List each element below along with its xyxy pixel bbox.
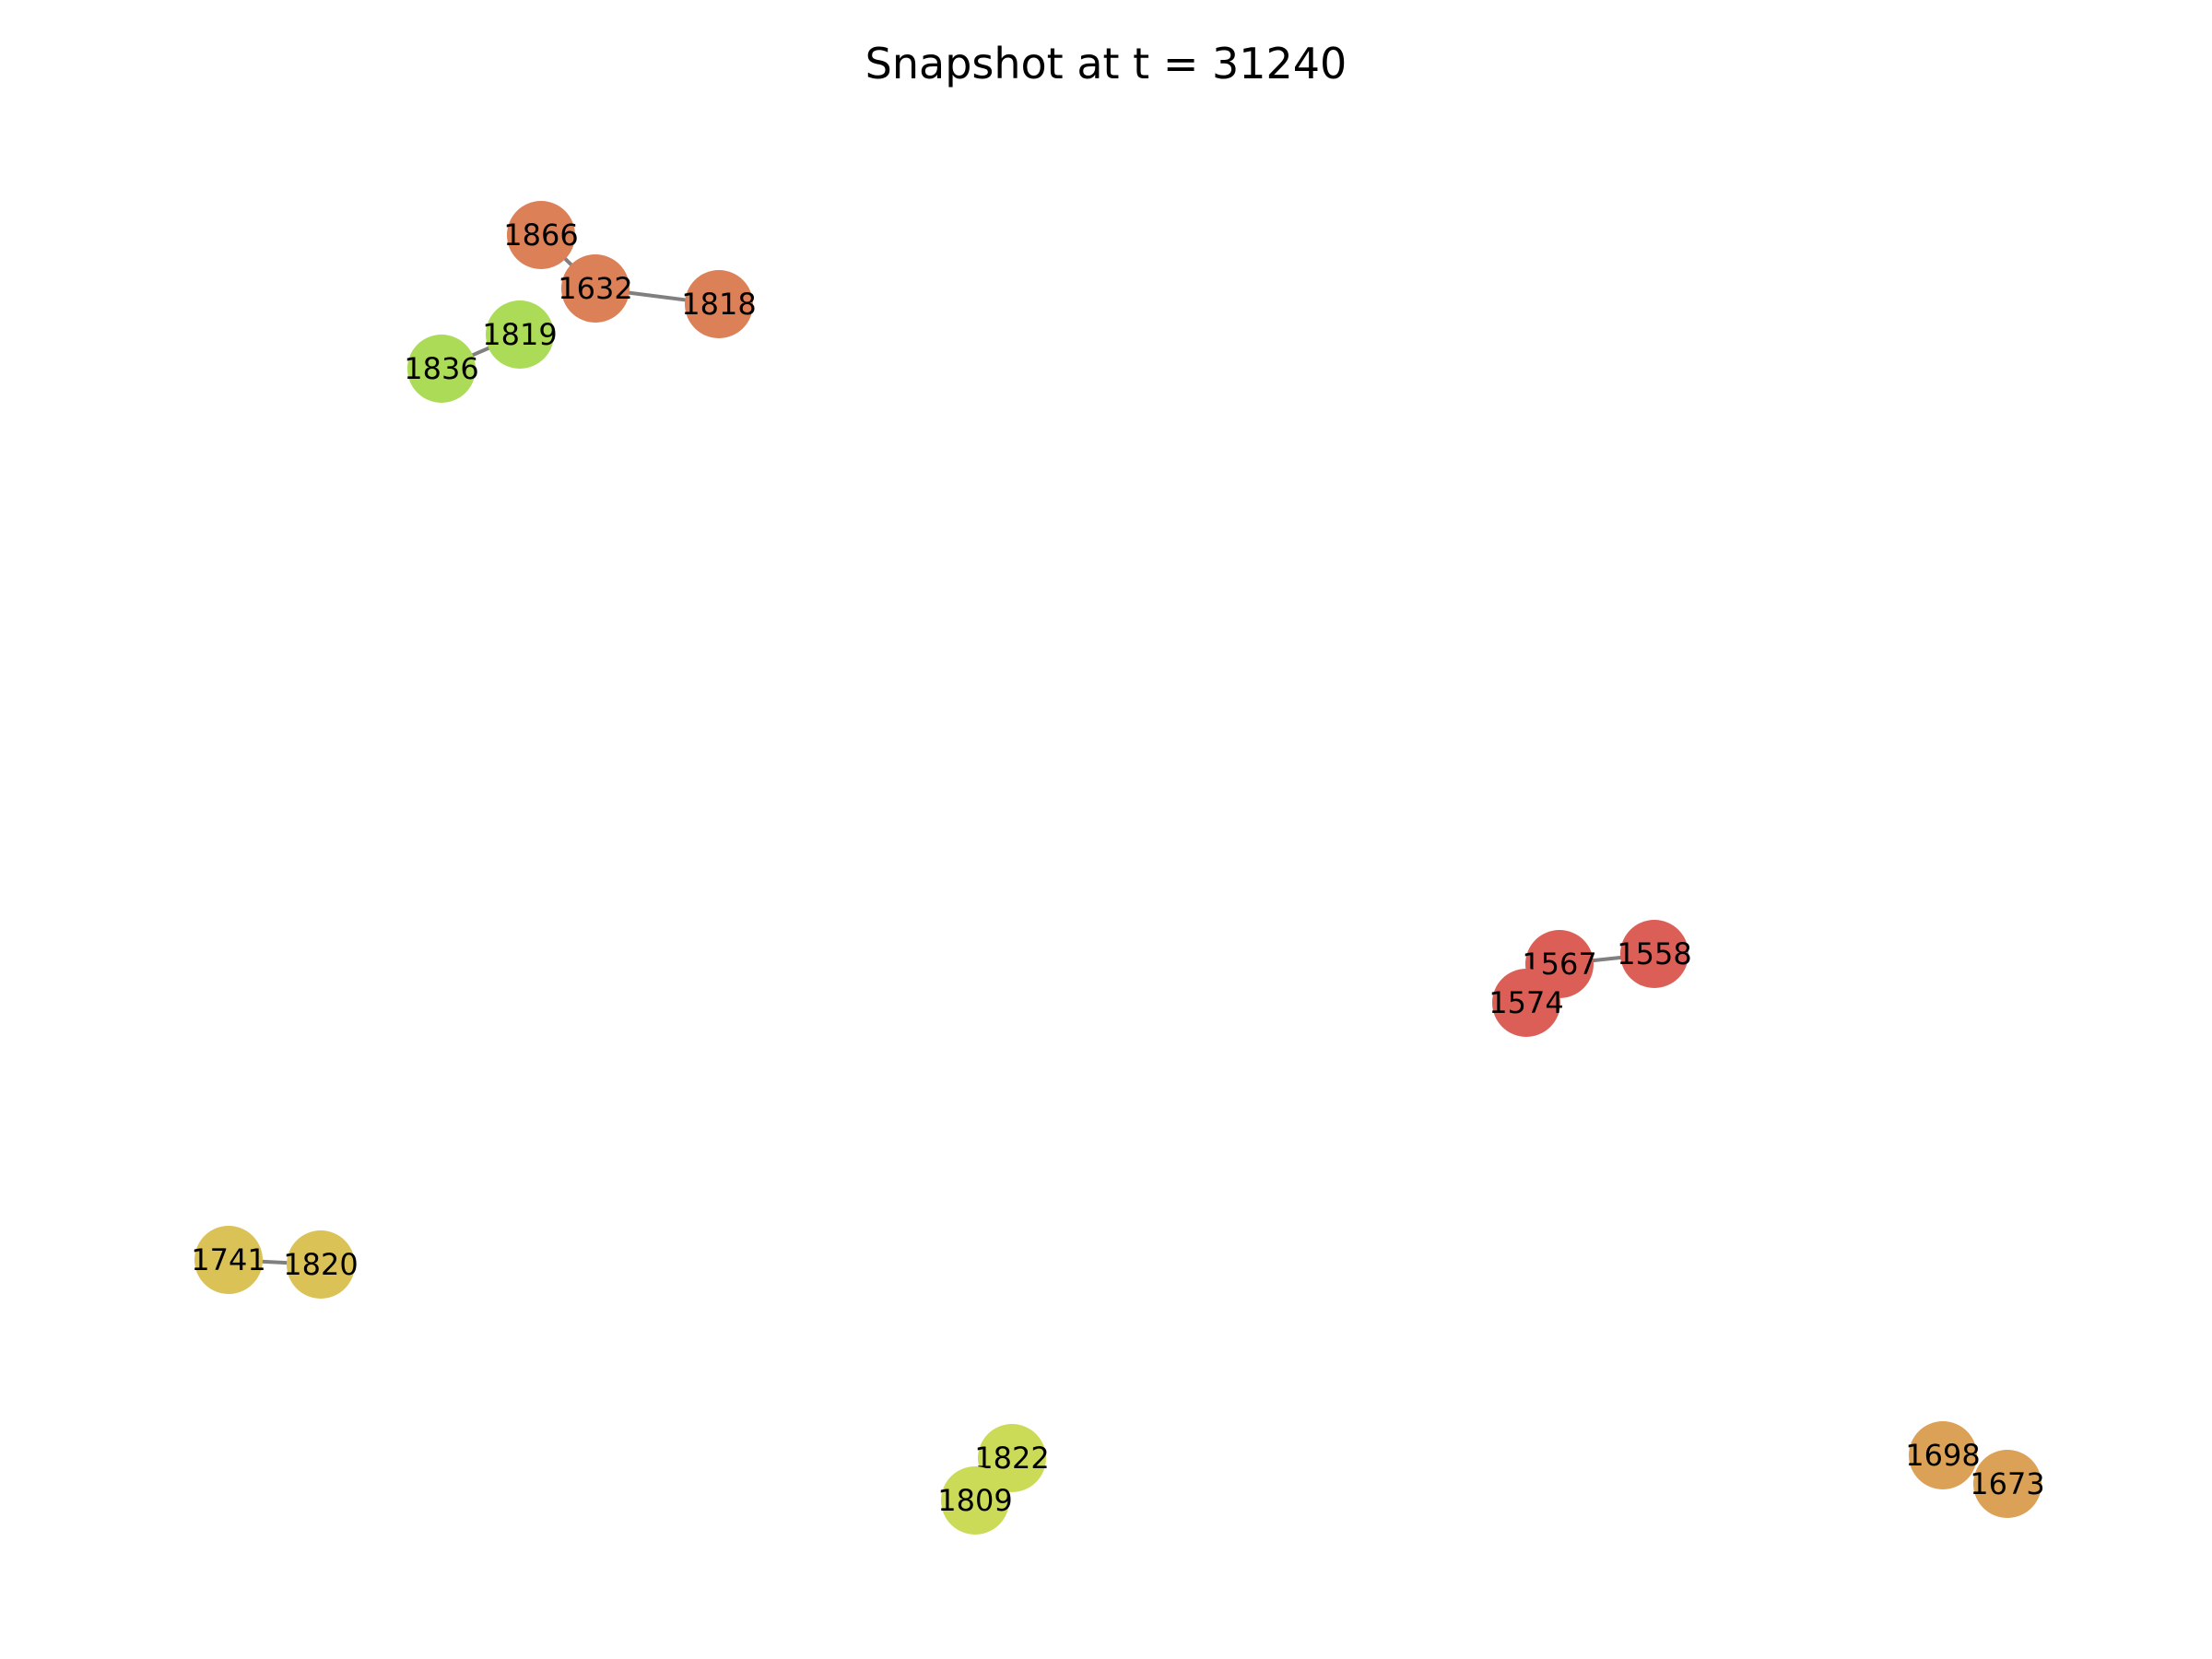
node-label: 1673 [1970, 1466, 2044, 1501]
node-circle [407, 335, 476, 403]
node-label: 1698 [1905, 1438, 1980, 1473]
node-label: 1866 [503, 218, 578, 253]
node-circle [1620, 920, 1688, 988]
node-label: 1836 [404, 351, 478, 386]
node-label: 1820 [283, 1247, 358, 1282]
graph-node: 1818 [681, 270, 757, 338]
graph-node: 1673 [1970, 1450, 2045, 1518]
graph-node: 1820 [283, 1230, 359, 1299]
graph-node: 1836 [404, 335, 479, 403]
node-circle [941, 1466, 1009, 1535]
node-label: 1819 [482, 317, 557, 352]
node-circle [1909, 1421, 1977, 1489]
node-label: 1558 [1617, 936, 1691, 971]
node-circle [1492, 969, 1560, 1037]
graph-node: 1632 [558, 254, 633, 323]
node-circle [507, 201, 575, 269]
graph-node: 1698 [1905, 1421, 1981, 1489]
node-label: 1809 [937, 1483, 1012, 1518]
graph-node: 1574 [1488, 969, 1564, 1037]
node-circle [486, 300, 554, 369]
node-label: 1632 [558, 271, 632, 306]
node-circle [561, 254, 629, 323]
node-circle [1973, 1450, 2041, 1518]
node-label: 1741 [191, 1242, 265, 1277]
node-circle [194, 1226, 263, 1294]
graph-node: 1866 [503, 201, 579, 269]
node-label: 1574 [1488, 985, 1563, 1020]
node-circle [287, 1230, 355, 1299]
graph-node: 1819 [482, 300, 558, 369]
node-label: 1818 [681, 287, 756, 322]
graph-node: 1558 [1617, 920, 1692, 988]
node-circle [685, 270, 753, 338]
graph-node: 1741 [191, 1226, 266, 1294]
figure-title: Snapshot at t = 31240 [865, 39, 1347, 88]
graph-node: 1809 [937, 1466, 1013, 1535]
